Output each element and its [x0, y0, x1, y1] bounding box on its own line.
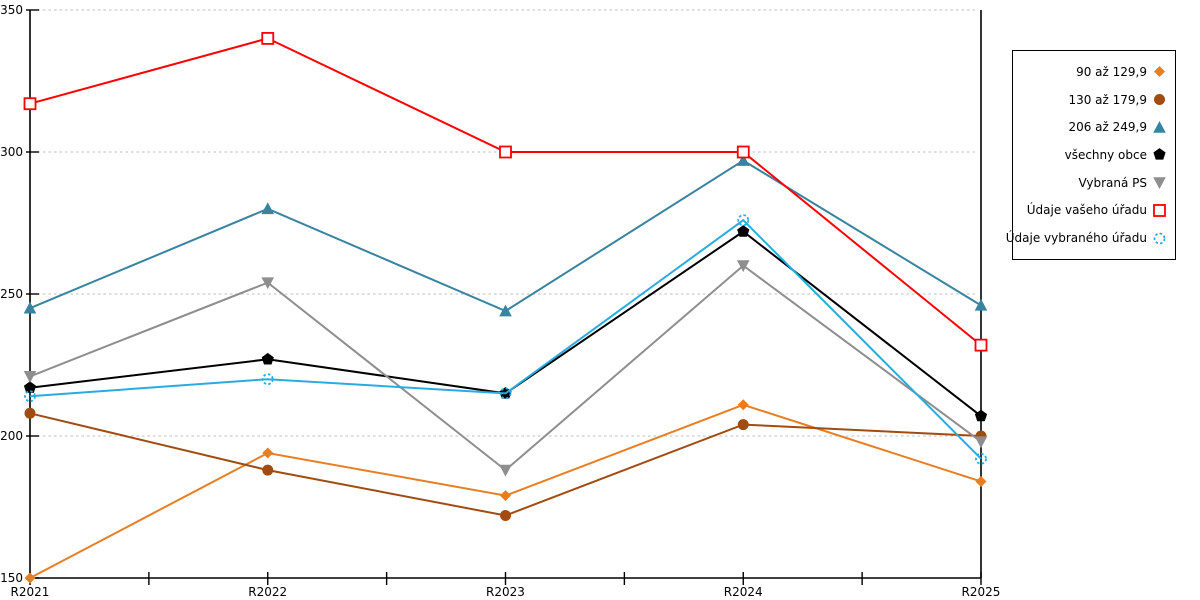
triangle-up-marker-icon [23, 301, 37, 314]
series-line [29, 37, 982, 346]
pentagon-marker-icon [1153, 148, 1166, 161]
triangle-up-marker-icon [1153, 120, 1166, 133]
diamond-marker-icon [24, 572, 36, 584]
legend-item-label: Údaje vašeho úřadu [1026, 203, 1147, 218]
series-diamond [24, 399, 987, 584]
legend-item-label: Údaje vybraného úřadu [1005, 231, 1147, 246]
triangle-down-marker-icon [974, 436, 988, 449]
pentagon-marker-icon [974, 409, 988, 422]
pentagon-marker-icon [737, 225, 750, 237]
open-square-marker-icon [499, 145, 512, 159]
legend-item: Údaje vašeho úřadu [1017, 203, 1167, 218]
y-axis-tick-label: 300 [0, 145, 23, 159]
legend-item: 130 až 179,9 [1017, 92, 1167, 107]
diamond-marker-icon [737, 399, 749, 411]
triangle-up-marker-icon [261, 202, 275, 215]
open-circle-marker-icon [737, 214, 750, 227]
diamond-marker-icon [262, 447, 274, 459]
series-triangle-down [23, 260, 988, 477]
series-line [29, 264, 982, 472]
diamond-marker-icon [500, 490, 511, 502]
legend-item: 90 až 129,9 [1017, 64, 1167, 79]
triangle-down-marker-icon [736, 260, 750, 273]
diamond-marker-icon [975, 475, 987, 487]
x-axis-tick-label: R2021 [11, 585, 50, 599]
y-axis-tick-label: 200 [0, 429, 23, 443]
series-square-open [23, 32, 988, 352]
chart-legend: 90 až 129,9 130 až 179,9 206 až 249,9 všech… [1006, 50, 1176, 260]
legend-marker-icon [1153, 203, 1166, 217]
y-axis-tick-label: 250 [0, 287, 23, 301]
open-square-marker-icon [974, 338, 988, 352]
x-axis-tick-label: R2024 [724, 585, 763, 599]
legend-marker-icon [1153, 177, 1166, 190]
legend-marker-icon [1154, 94, 1165, 106]
open-circle-marker-icon [261, 373, 274, 386]
triangle-down-marker-icon [261, 277, 275, 290]
legend-item-label: všechny obce [1064, 147, 1147, 162]
series-triangle-up [23, 154, 988, 317]
legend-item: všechny obce [1017, 147, 1167, 162]
pentagon-marker-icon [261, 352, 274, 365]
legend-marker-icon [1153, 232, 1166, 244]
legend-item: Údaje vybraného úřadu [1006, 231, 1167, 246]
circle-marker-icon [737, 419, 749, 431]
y-axis-tick-label: 150 [0, 571, 23, 585]
triangle-up-marker-icon [736, 154, 750, 166]
circle-marker-icon [500, 510, 511, 522]
open-circle-marker-icon [975, 452, 987, 465]
triangle-up-marker-icon [499, 304, 512, 317]
open-circle-marker-icon [24, 390, 36, 403]
x-axis-tick-label: R2023 [486, 585, 525, 599]
y-axis-tick-label: 350 [0, 3, 23, 17]
open-circle-marker-icon [1153, 232, 1166, 244]
legend-marker-icon [1153, 148, 1166, 161]
triangle-up-marker-icon [974, 298, 988, 311]
legend-marker-icon [1154, 66, 1165, 78]
series-circle-open-dashed [24, 214, 987, 465]
circle-marker-icon [24, 407, 36, 419]
triangle-down-marker-icon [23, 371, 37, 383]
series-line [29, 159, 982, 313]
open-square-marker-icon [261, 32, 275, 45]
legend-marker-icon [1153, 120, 1166, 133]
pentagon-marker-icon [23, 381, 37, 393]
triangle-down-marker-icon [1153, 177, 1166, 190]
open-circle-marker-icon [499, 387, 512, 400]
diamond-marker-icon [1154, 66, 1165, 78]
legend-item-label: 130 až 179,9 [1068, 92, 1147, 107]
open-square-marker-icon [23, 97, 37, 111]
circle-marker-icon [262, 464, 274, 476]
series-circle [24, 407, 987, 522]
series-pentagon [23, 225, 988, 422]
legend-item: Vybraná PS [1017, 175, 1167, 190]
legend-item-label: 206 až 249,9 [1068, 120, 1147, 135]
open-square-marker-icon [736, 145, 750, 159]
legend-item: 206 až 249,9 [1017, 120, 1167, 135]
x-axis-tick-label: R2025 [962, 585, 1001, 599]
series-line [29, 218, 982, 460]
circle-marker-icon [1154, 94, 1165, 106]
x-axis-tick-label: R2022 [248, 585, 287, 599]
legend-item-label: Vybraná PS [1078, 175, 1147, 190]
triangle-down-marker-icon [499, 464, 512, 477]
legend-item-label: 90 až 129,9 [1076, 64, 1147, 79]
open-square-marker-icon [1153, 203, 1166, 217]
